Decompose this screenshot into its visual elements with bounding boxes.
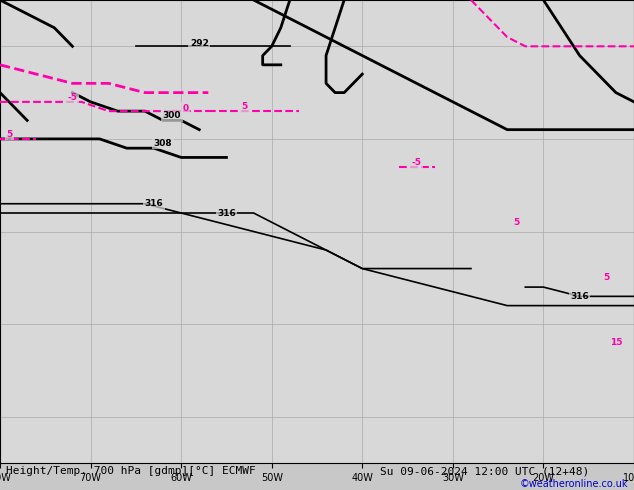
- Text: 316: 316: [570, 292, 589, 301]
- Text: 292: 292: [190, 39, 209, 48]
- Text: 5: 5: [6, 130, 12, 139]
- Text: 15: 15: [610, 338, 622, 347]
- Text: 0: 0: [183, 104, 189, 113]
- Text: 316: 316: [145, 199, 164, 208]
- Text: 316: 316: [217, 209, 236, 218]
- Text: Su 09-06-2024 12:00 UTC (12+48): Su 09-06-2024 12:00 UTC (12+48): [380, 466, 590, 476]
- Text: ©weatheronline.co.uk: ©weatheronline.co.uk: [519, 479, 628, 489]
- Text: 300: 300: [163, 111, 181, 120]
- Text: Height/Temp. 700 hPa [gdmp][°C] ECMWF: Height/Temp. 700 hPa [gdmp][°C] ECMWF: [6, 466, 256, 476]
- Text: 5: 5: [242, 102, 248, 111]
- Text: 308: 308: [153, 139, 172, 148]
- Text: 5: 5: [604, 273, 610, 282]
- Text: -5: -5: [67, 93, 77, 102]
- Text: 5: 5: [513, 218, 519, 227]
- Text: -5: -5: [411, 158, 422, 167]
